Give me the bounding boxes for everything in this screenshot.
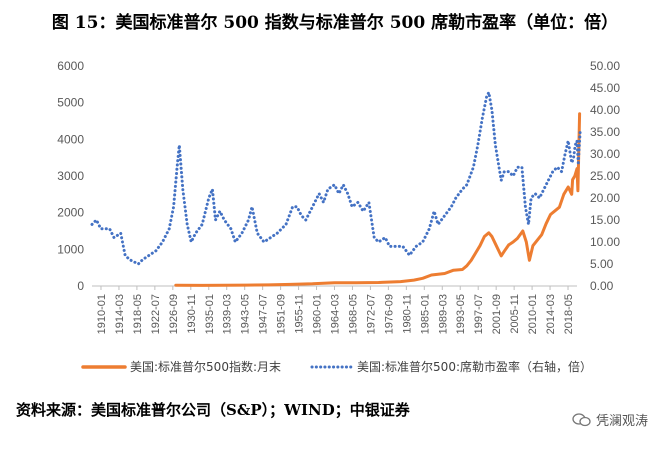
x-tick-label: 2014-03 [545, 294, 557, 334]
x-tick-label: 2001-09 [491, 294, 503, 334]
right-tick-label: 45.00 [590, 81, 620, 95]
right-tick-label: 25.00 [590, 169, 620, 183]
left-tick-label: 2000 [57, 206, 84, 220]
x-tick-label: 1985-01 [419, 294, 431, 334]
right-axis-ticks: 0.00 5.00 10.00 15.00 20.00 25.00 30.00 35.00 40… [590, 59, 620, 293]
x-axis-ticks: 1910-01 1914-03 1918-05 1922-07 1926-09 1930-… [96, 286, 575, 334]
x-tick-label: 1935-01 [204, 294, 216, 334]
legend: 美国:标准普尔500指数:月末 美国:标准普尔500:席勒市盈率（右轴，倍） [81, 359, 592, 374]
series-layer [90, 90, 582, 287]
x-tick-label: 1943-05 [240, 294, 252, 334]
left-tick-label: 6000 [57, 59, 84, 73]
shiller-pe-line [90, 90, 582, 266]
chart-title: 图 15：美国标准普尔 500 指数与标准普尔 500 席勒市盈率（单位：倍） [51, 13, 619, 33]
x-tick-label: 1968-05 [347, 294, 359, 334]
x-tick-label: 1989-03 [437, 294, 449, 334]
x-tick-label: 1914-03 [114, 294, 126, 334]
legend-label-pe: 美国:标准普尔500:席勒市盈率（右轴，倍） [357, 359, 592, 374]
x-tick-label: 2005-11 [509, 294, 521, 334]
right-tick-label: 15.00 [590, 213, 620, 227]
x-tick-label: 2018-05 [563, 294, 575, 334]
left-tick-label: 0 [77, 279, 84, 293]
x-tick-label: 1980-11 [401, 294, 413, 334]
x-tick-label: 1955-11 [294, 294, 306, 334]
x-tick-label: 1926-09 [168, 294, 180, 334]
sp500-index-line [174, 112, 582, 287]
right-tick-label: 5.00 [590, 257, 614, 271]
wechat-icon [572, 412, 591, 426]
right-tick-label: 30.00 [590, 147, 620, 161]
x-tick-label: 1947-07 [258, 294, 270, 334]
x-tick-label: 1997-07 [473, 294, 485, 334]
x-tick-label: 2010-01 [527, 294, 539, 334]
right-tick-label: 50.00 [590, 59, 620, 73]
source-note: 资料来源：美国标准普尔公司（S&P）；WIND；中银证券 [16, 401, 410, 419]
x-tick-label: 1951-09 [276, 294, 288, 334]
x-tick-label: 1972-07 [365, 294, 377, 334]
x-tick-label: 1918-05 [132, 294, 144, 334]
legend-label-sp500: 美国:标准普尔500指数:月末 [130, 359, 281, 374]
x-tick-label: 1930-11 [186, 294, 198, 334]
right-tick-label: 10.00 [590, 235, 620, 249]
x-tick-label: 1960-01 [312, 294, 324, 334]
right-tick-label: 35.00 [590, 125, 620, 139]
left-axis-ticks: 0 1000 2000 3000 4000 5000 6000 [57, 59, 84, 293]
left-tick-label: 3000 [57, 169, 84, 183]
right-tick-label: 20.00 [590, 191, 620, 205]
x-tick-label: 1993-05 [455, 294, 467, 334]
x-tick-label: 1910-01 [96, 294, 108, 334]
x-tick-label: 1922-07 [150, 294, 162, 334]
watermark-text: 凭澜观涛 [595, 414, 648, 429]
x-tick-label: 1976-09 [383, 294, 395, 334]
left-tick-label: 1000 [57, 242, 84, 256]
left-tick-label: 5000 [57, 96, 84, 110]
left-tick-label: 4000 [57, 132, 84, 146]
x-tick-label: 1964-03 [330, 294, 342, 334]
right-tick-label: 0.00 [590, 279, 614, 293]
watermark: 凭澜观涛 [572, 410, 648, 429]
right-tick-label: 40.00 [590, 103, 620, 117]
chart-canvas: 0 1000 2000 3000 4000 5000 6000 0.00 5.00 10.00 1… [57, 59, 620, 374]
x-tick-label: 1939-03 [222, 294, 234, 334]
